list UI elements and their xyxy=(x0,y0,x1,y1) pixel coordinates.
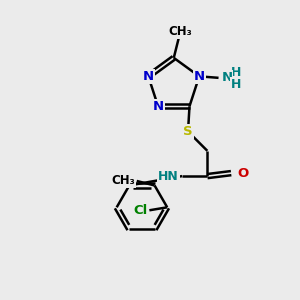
Text: H: H xyxy=(231,78,241,91)
Text: H: H xyxy=(231,66,241,79)
Text: O: O xyxy=(237,167,248,180)
Text: CH₃: CH₃ xyxy=(112,174,135,187)
Text: N: N xyxy=(152,100,164,113)
Text: N: N xyxy=(143,70,154,83)
Text: CH₃: CH₃ xyxy=(169,25,193,38)
Text: HN: HN xyxy=(158,169,179,183)
Text: Cl: Cl xyxy=(134,204,148,217)
Text: N: N xyxy=(194,70,205,83)
Text: S: S xyxy=(183,125,193,138)
Text: N: N xyxy=(221,71,233,84)
